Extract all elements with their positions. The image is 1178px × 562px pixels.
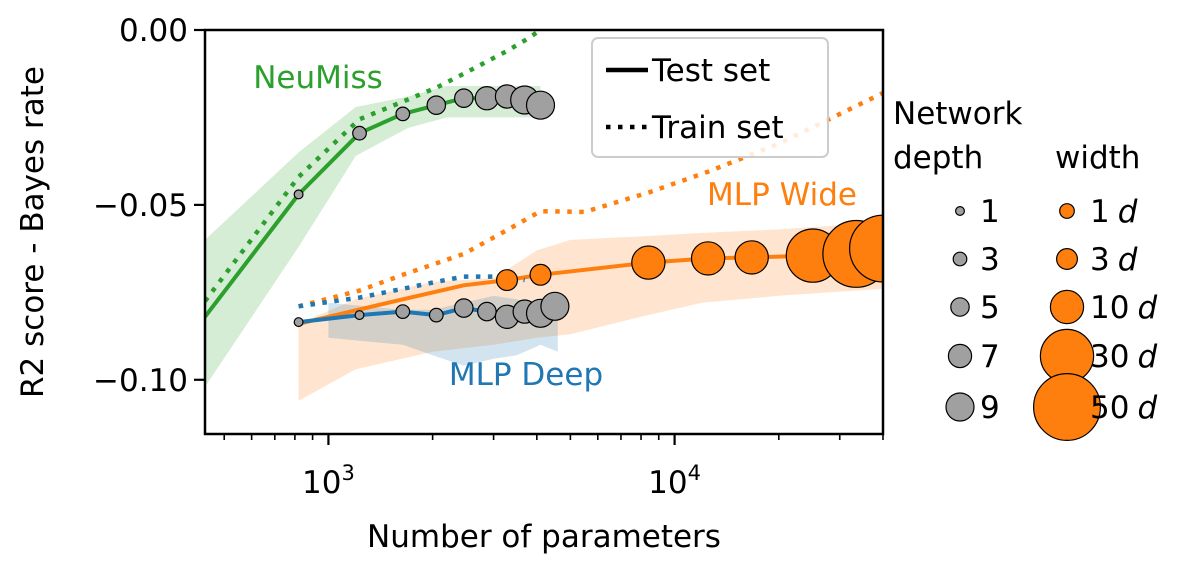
legend-box xyxy=(591,37,829,158)
plot-frame xyxy=(203,28,885,436)
depth-legend-title: depth xyxy=(893,140,983,176)
marker-mlp-deep xyxy=(428,307,444,323)
marker-neumiss xyxy=(525,90,556,120)
train-line-neumiss xyxy=(205,30,542,303)
y-tick-label: −0.05 xyxy=(93,188,188,224)
marker-neumiss xyxy=(453,88,474,108)
depth-legend-label: 3 xyxy=(980,242,1000,278)
marker-mlp-deep xyxy=(354,310,365,321)
width-legend-marker xyxy=(1049,289,1085,325)
marker-neumiss xyxy=(293,189,304,200)
marker-mlp-wide xyxy=(631,245,666,280)
series-label-mlp-deep: MLP Deep xyxy=(449,357,603,393)
x-tick-label: 104 xyxy=(648,461,701,501)
size-legend: Network depth width 1 3 5 7 9 1 d 3 d 10 d 30 d 50 d xyxy=(893,96,1157,442)
width-legend-label: 30 d xyxy=(1090,339,1157,375)
marker-mlp-deep xyxy=(477,301,497,322)
legend-label: Train set xyxy=(651,110,784,146)
width-legend-marker xyxy=(1055,248,1078,271)
x-axis-label: Number of parameters xyxy=(367,519,721,555)
depth-legend-label: 7 xyxy=(980,339,1000,375)
depth-legend-marker xyxy=(954,206,965,217)
y-axis-label: R2 score - Bayes rate xyxy=(15,66,51,398)
y-tick-label: −0.10 xyxy=(93,363,188,399)
depth-legend-label: 5 xyxy=(980,290,1000,326)
series-markers xyxy=(293,84,883,329)
marker-neumiss xyxy=(395,106,411,122)
series-label-mlp-wide: MLP Wide xyxy=(707,177,857,213)
marker-neumiss xyxy=(352,125,367,141)
depth-legend-marker xyxy=(952,251,968,267)
width-legend-title: width xyxy=(1055,140,1140,176)
series-label-neumiss: NeuMiss xyxy=(253,60,383,96)
band-neumiss xyxy=(205,86,541,387)
marker-mlp-deep xyxy=(293,317,304,328)
marker-neumiss xyxy=(426,95,447,115)
marker-mlp-deep xyxy=(453,298,474,318)
x-tick-label: 103 xyxy=(302,461,355,501)
depth-legend-label: 9 xyxy=(980,390,1000,426)
marker-mlp-wide xyxy=(690,241,726,276)
depth-legend-label: 1 xyxy=(980,194,1000,230)
marker-mlp-wide xyxy=(734,240,769,275)
width-legend-label: 10 d xyxy=(1090,290,1157,326)
legend: Test set Train set xyxy=(591,37,829,158)
legend-label: Test set xyxy=(651,53,770,89)
axes: 103 104 0.00 −0.05 −0.10 Number of parameters… xyxy=(15,13,885,555)
marker-mlp-wide xyxy=(529,263,552,286)
width-legend-label: 50 d xyxy=(1090,390,1157,426)
y-tick-label: 0.00 xyxy=(119,13,188,49)
band-mlp-wide xyxy=(298,222,883,401)
width-legend-marker xyxy=(1032,373,1101,442)
depth-legend-marker xyxy=(950,297,970,317)
size-legend-title: Network xyxy=(893,96,1022,132)
width-legend-marker xyxy=(1059,203,1075,219)
marker-mlp-deep xyxy=(395,304,411,320)
marker-mlp-deep xyxy=(540,291,570,321)
marker-mlp-wide xyxy=(496,269,519,292)
depth-legend-marker xyxy=(947,343,973,369)
depth-legend-marker xyxy=(945,392,975,422)
series-labels: NeuMiss MLP Wide MLP Deep xyxy=(253,60,857,393)
